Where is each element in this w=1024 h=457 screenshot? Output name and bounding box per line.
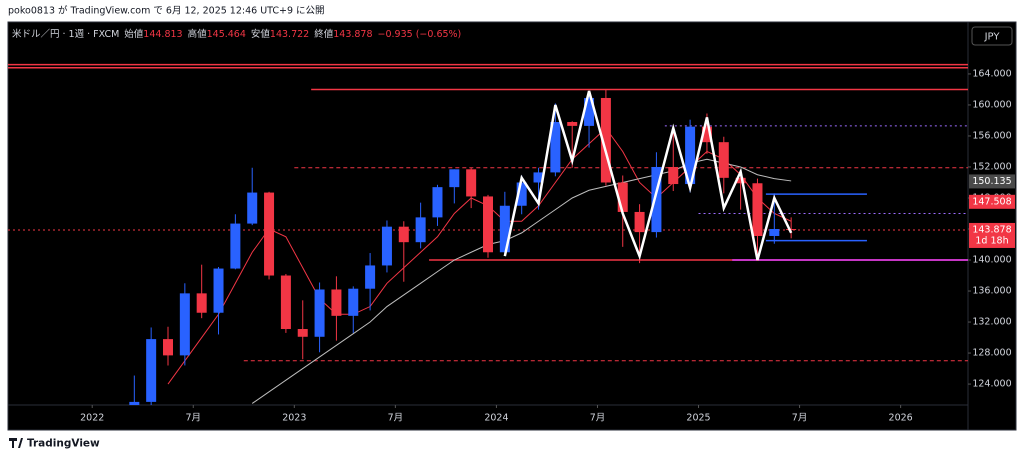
x-tick-label: 2025 — [686, 413, 710, 424]
x-tick-label: 2024 — [484, 413, 508, 424]
candle-body — [718, 142, 729, 178]
candle-body — [365, 265, 376, 289]
y-tick-label: 132.000 — [972, 317, 1011, 328]
candle-body — [179, 293, 190, 356]
legend-value: 143.878 — [333, 29, 372, 40]
candle-body — [584, 97, 595, 126]
y-tick-label: 128.000 — [972, 348, 1011, 359]
candle-body — [735, 177, 746, 184]
candle-body — [146, 339, 157, 402]
candle-body — [550, 122, 561, 173]
moving-average — [251, 158, 792, 404]
candle-body — [516, 182, 527, 206]
candle-body — [129, 401, 140, 405]
legend-label: 終値 — [314, 28, 334, 40]
publish-header: poko0813 が TradingView.com で 6月 12, 2025… — [8, 5, 325, 17]
candle-body — [617, 182, 628, 212]
legend-change: −0.935 (−0.65%) — [378, 29, 462, 40]
footer-logo: TradingView — [9, 438, 100, 450]
price-label-box — [969, 174, 1015, 189]
candle-body — [213, 268, 224, 313]
y-tick-label: 160.000 — [972, 99, 1011, 110]
candle-body — [567, 122, 578, 126]
candle-body — [314, 289, 325, 337]
candle-body — [381, 226, 392, 266]
zigzag-drawing — [503, 90, 793, 261]
candle-body — [533, 172, 544, 183]
y-tick-label: 140.000 — [972, 255, 1011, 266]
candle-body — [752, 183, 763, 236]
x-tick-label: 7月 — [590, 413, 606, 424]
candle-body — [331, 289, 342, 316]
candle-body — [264, 192, 275, 276]
candle-body — [634, 211, 645, 233]
candle-body — [786, 229, 797, 231]
candle-body — [348, 288, 359, 316]
currency-box[interactable] — [971, 26, 1013, 46]
candle-body — [163, 339, 173, 356]
x-tick-label: 7月 — [388, 413, 404, 424]
y-tick-label: 164.000 — [972, 68, 1011, 79]
chart-legend: 米ドル／円 · 1週 · FXCM 始値144.813 高値145.464 安値143… — [12, 28, 461, 40]
candle-body — [230, 223, 241, 269]
legend-value: 143.722 — [270, 29, 309, 40]
legend-label: 高値 — [188, 28, 208, 40]
y-tick-label: 124.000 — [972, 379, 1011, 390]
bar-countdown: 1d 18h — [975, 235, 1008, 246]
price-label: 143.878 — [972, 224, 1011, 235]
x-tick-label: 2026 — [889, 413, 913, 424]
currency-label: JPY — [984, 32, 1001, 43]
candle-body — [415, 217, 426, 243]
x-tick-label: 7月 — [185, 413, 201, 424]
plot-area — [8, 63, 968, 405]
legend-label: 始値 — [124, 28, 144, 40]
x-tick-label: 2023 — [282, 413, 306, 424]
price-label-box — [969, 222, 1015, 248]
candle-body — [196, 293, 207, 313]
x-tick-label: 2022 — [80, 413, 104, 424]
candle-body — [247, 192, 258, 224]
candle-body — [701, 126, 712, 143]
y-tick-label: 156.000 — [972, 130, 1011, 141]
candle-body — [398, 226, 409, 243]
price-label: 150.135 — [972, 176, 1011, 187]
brand: TradingView — [27, 438, 100, 450]
legend-label: 安値 — [251, 28, 271, 40]
candle-body — [449, 169, 460, 188]
candle-body — [769, 229, 780, 236]
candle-body — [466, 169, 477, 197]
candle-body — [668, 166, 679, 185]
candle-body — [432, 187, 443, 218]
symbol: 米ドル／円 · 1週 · FXCM — [12, 28, 119, 40]
logo-mark — [9, 438, 23, 448]
legend-value: 144.813 — [143, 29, 182, 40]
candle-body — [483, 196, 493, 253]
candle-body — [651, 166, 662, 233]
candle-body — [280, 275, 291, 330]
candle-body — [499, 205, 510, 253]
candle-body — [685, 126, 696, 185]
price-label-box — [969, 194, 1015, 209]
candle-body — [600, 97, 611, 183]
x-tick-label: 7月 — [792, 413, 808, 424]
legend-value: 145.464 — [207, 29, 246, 40]
y-tick-label: 152.000 — [972, 161, 1011, 172]
y-tick-label: 136.000 — [972, 286, 1011, 297]
candle-body — [297, 329, 308, 337]
price-label: 147.508 — [972, 196, 1011, 207]
